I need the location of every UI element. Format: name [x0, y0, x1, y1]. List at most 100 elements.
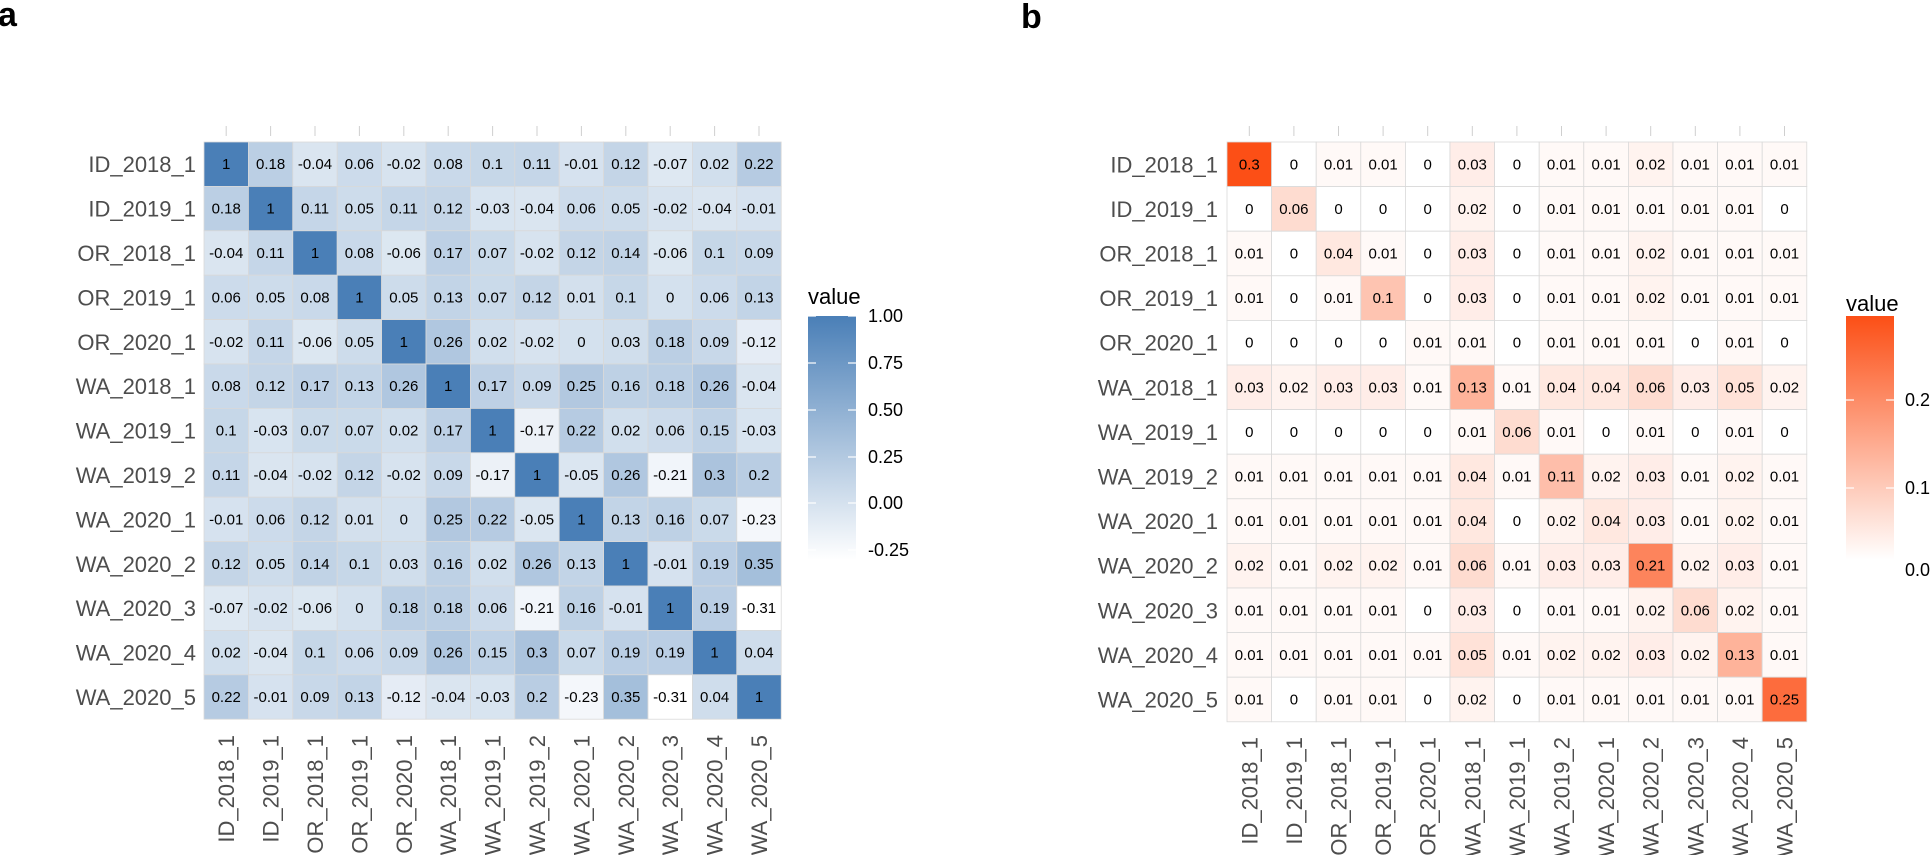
panel-b-cell-label-4-6: 0 [1513, 335, 1521, 352]
panel-a-col-label-6: WA_2019_1 [481, 735, 506, 855]
panel-b-cell-5-8 [1583, 364, 1629, 410]
panel-a-cell-label-5-4: 0.26 [389, 378, 418, 395]
panel-a-cell-0-2 [292, 141, 338, 187]
panel-a-cell-label-12-11: 0.04 [700, 689, 729, 706]
panel-b-cell-label-3-9: 0.02 [1636, 290, 1665, 307]
panel-a-cell-label-5-5: 1 [444, 378, 452, 395]
panel-b-cell-label-10-7: 0.01 [1547, 602, 1576, 619]
panel-b-cell-label-4-7: 0.01 [1547, 335, 1576, 352]
panel-a-cell-label-0-6: 0.1 [482, 156, 503, 173]
panel-b-cell-1-12 [1761, 186, 1808, 232]
panel-a-cell-5-12 [736, 363, 782, 409]
panel-a-cell-1-8 [558, 185, 605, 232]
panel-b-cell-2-0 [1226, 230, 1272, 277]
panel-b-cell-label-3-5: 0.03 [1458, 290, 1487, 307]
panel-label-b: b [1021, 0, 1042, 36]
panel-a-cell-10-0 [203, 585, 249, 631]
panel-a-cell-label-3-2: 0.08 [300, 289, 329, 306]
panel-b-cell-label-9-5: 0.06 [1458, 558, 1487, 575]
panel-b-col-label-1: ID_2019_1 [1282, 737, 1307, 845]
panel-a-cell-11-4 [381, 630, 427, 676]
panel-a-cell-7-10 [647, 452, 693, 498]
panel-a-cell-label-4-7: -0.02 [520, 334, 554, 351]
panel-b-cell-label-3-10: 0.01 [1681, 290, 1710, 307]
panel-b-cell-10-0 [1226, 587, 1272, 633]
panel-b-cell-10-9 [1628, 587, 1674, 633]
panel-b-cell-label-1-8: 0.01 [1591, 201, 1620, 218]
panel-a-cell-label-5-2: 0.17 [300, 378, 329, 395]
panel-a-cell-label-4-2: -0.06 [298, 334, 332, 351]
panel-a-cell-8-11 [692, 496, 738, 543]
panel-a-cell-label-8-0: -0.01 [209, 511, 243, 528]
panel-a-cell-5-4 [381, 363, 427, 409]
panel-b-cell-5-5 [1449, 364, 1495, 410]
panel-a-cell-label-12-2: 0.09 [300, 689, 329, 706]
panel-a-cell-label-2-8: 0.12 [567, 245, 596, 262]
panel-b-cell-11-9 [1628, 632, 1674, 678]
panel-b-legend-colorbar [1846, 316, 1894, 560]
panel-a-cell-label-9-8: 0.13 [567, 556, 596, 573]
panel-b-cell-label-4-5: 0.01 [1458, 335, 1487, 352]
panel-a-cell-label-1-7: -0.04 [520, 201, 554, 218]
panel-b-cell-label-4-9: 0.01 [1636, 335, 1665, 352]
panel-b-cell-label-11-11: 0.13 [1725, 647, 1754, 664]
panel-b-cell-1-5 [1449, 186, 1495, 232]
panel-a-cell-label-0-11: 0.02 [700, 156, 729, 173]
panel-a-cell-label-12-12: 1 [755, 689, 763, 706]
panel-a-cell-6-0 [203, 407, 249, 454]
panel-b-cell-7-7 [1538, 453, 1585, 500]
panel-a-cell-label-11-11: 1 [710, 645, 718, 662]
panel-b-cell-1-4 [1405, 186, 1451, 232]
panel-a-cell-label-10-0: -0.07 [209, 600, 243, 617]
panel-b-col-label-3: OR_2019_1 [1371, 737, 1396, 855]
panel-b-cell-label-11-4: 0.01 [1413, 647, 1442, 664]
panel-a-cell-label-11-7: 0.3 [527, 645, 548, 662]
panel-b-cell-label-12-3: 0.01 [1368, 692, 1397, 709]
panel-a-cell-3-7 [514, 274, 560, 321]
panel-a-cell-label-3-0: 0.06 [212, 289, 241, 306]
panel-b-cell-6-10 [1672, 409, 1718, 455]
panel-a-cell-label-9-0: 0.12 [212, 556, 241, 573]
panel-b-cell-3-9 [1628, 275, 1674, 321]
panel-b-cell-2-10 [1672, 230, 1718, 277]
panel-b-cell-label-8-6: 0 [1513, 513, 1521, 530]
panel-label-a: a [0, 0, 18, 34]
panel-b-cell-3-10 [1672, 275, 1718, 321]
panel-a-cell-2-12 [736, 230, 782, 276]
panel-a-cell-10-5 [425, 585, 471, 631]
panel-b-cell-8-8 [1583, 498, 1629, 544]
panel-b-cell-label-11-8: 0.02 [1591, 647, 1620, 664]
panel-b-cell-label-5-9: 0.06 [1636, 379, 1665, 396]
panel-a-cell-4-8 [558, 319, 605, 365]
panel-a-legend-tick-3: 0.25 [868, 447, 903, 467]
panel-b-row-label-8: WA_2020_1 [1098, 509, 1218, 534]
panel-a-cell-label-0-7: 0.11 [523, 156, 551, 173]
panel-a-col-label-2: OR_2018_1 [303, 735, 328, 854]
panel-a-cell-3-8 [558, 274, 605, 321]
panel-a-cell-7-12 [736, 452, 782, 498]
panel-b-cell-label-11-2: 0.01 [1324, 647, 1353, 664]
panel-b-cell-9-5 [1449, 543, 1495, 589]
panel-b-cell-12-7 [1538, 676, 1585, 723]
panel-a-cell-5-7 [514, 363, 560, 409]
panel-a-row-label-8: WA_2020_1 [76, 507, 196, 532]
panel-a-cell-label-1-4: 0.11 [390, 201, 418, 218]
panel-a-cell-label-5-1: 0.12 [256, 378, 285, 395]
panel-a-cell-9-7 [514, 541, 560, 587]
panel-b-cell-label-4-3: 0 [1379, 335, 1387, 352]
panel-b-cell-7-1 [1271, 453, 1317, 500]
panel-a-cell-9-11 [692, 541, 738, 587]
panel-a-cell-label-11-1: -0.04 [253, 645, 287, 662]
panel-a-cell-label-1-0: 0.18 [212, 201, 241, 218]
panel-a-cell-6-9 [603, 407, 649, 454]
panel-b-cell-label-10-9: 0.02 [1636, 602, 1665, 619]
panel-a-cell-label-0-2: -0.04 [298, 156, 332, 173]
panel-a-cell-3-5 [425, 274, 471, 321]
panel-a-cell-1-1 [247, 185, 294, 232]
panel-a-cell-label-12-7: 0.2 [527, 689, 548, 706]
panel-b-cell-8-5 [1449, 498, 1495, 544]
panel-a-cell-8-10 [647, 496, 693, 543]
panel-a-cell-label-4-4: 1 [400, 334, 408, 351]
panel-a-cell-1-5 [425, 185, 471, 232]
panel-a-cell-label-1-9: 0.05 [611, 201, 640, 218]
